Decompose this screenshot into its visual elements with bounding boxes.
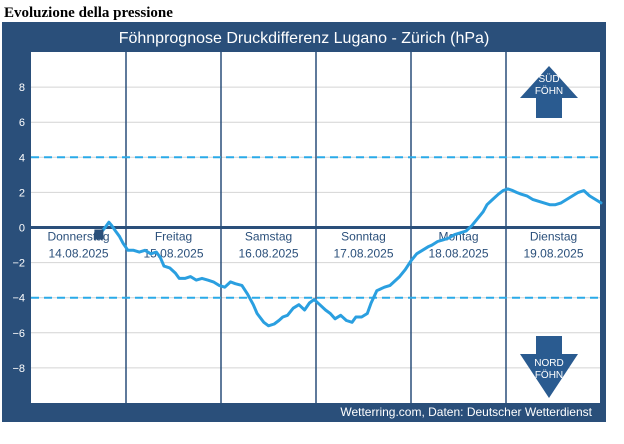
down-arrow-icon (520, 336, 578, 398)
y-tick-label: 8 (19, 82, 25, 94)
page-heading: Evoluzione della pressione (4, 5, 173, 21)
day-date-label: 19.08.2025 (523, 246, 583, 260)
pressure-series-line (97, 187, 603, 328)
day-name-label: Dienstag (530, 230, 577, 244)
south-foehn-indicator: SÜD FÖHN (520, 66, 578, 118)
day-name-label: Donnerstag (47, 230, 109, 244)
north-label-line2: FÖHN (535, 369, 563, 381)
south-label-line1: SÜD (538, 73, 559, 85)
y-tick-label: −4 (12, 293, 25, 305)
chart-title: Föhnprognose Druckdifferenz Lugano - Zür… (119, 30, 490, 47)
day-name-label: Montag (438, 230, 478, 244)
day-date-label: 14.08.2025 (48, 246, 108, 260)
day-name-label: Freitag (155, 230, 192, 244)
y-tick-label: 6 (19, 117, 25, 129)
north-foehn-indicator: NORD FÖHN (520, 336, 578, 398)
day-date-label: 16.08.2025 (238, 246, 298, 260)
north-label-line1: NORD (534, 358, 563, 369)
y-tick-label: −8 (12, 363, 25, 375)
day-name-label: Samstag (245, 230, 292, 244)
up-arrow-icon (520, 66, 578, 118)
y-tick-label: 4 (19, 152, 25, 164)
y-tick-label: −2 (12, 258, 25, 270)
series-layer (94, 187, 603, 328)
chart-source: Wetterring.com, Daten: Deutscher Wetterd… (340, 405, 592, 419)
y-tick-label: −6 (12, 328, 25, 340)
day-date-label: 18.08.2025 (428, 246, 488, 260)
reference-lines (31, 156, 600, 299)
y-tick-label: 0 (19, 223, 25, 235)
y-tick-labels: 8 6 4 2 0 −2 −4 −6 −8 (12, 82, 25, 375)
series-start-marker (94, 229, 104, 240)
south-label-line2: FÖHN (535, 85, 563, 97)
day-name-label: Sonntag (341, 230, 386, 244)
y-tick-label: 2 (19, 187, 25, 199)
day-date-label: 17.08.2025 (333, 246, 393, 260)
